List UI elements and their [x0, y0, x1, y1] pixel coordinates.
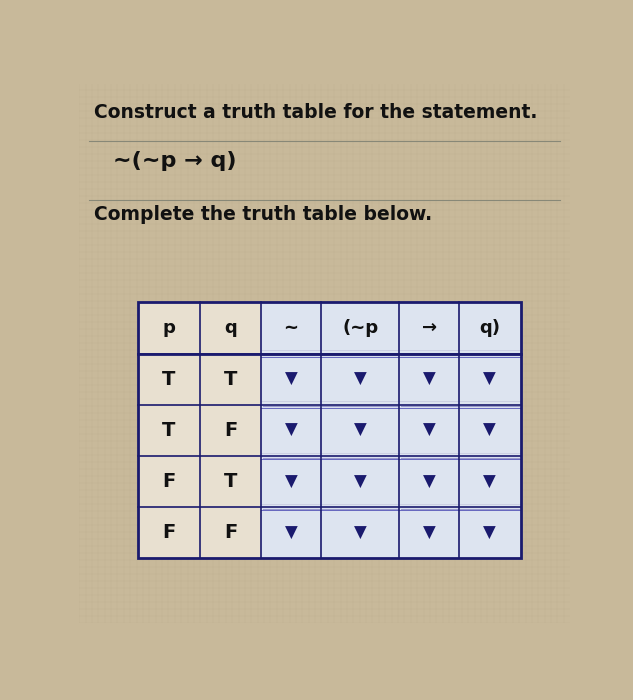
Text: T: T: [162, 421, 175, 440]
Text: q: q: [224, 319, 237, 337]
Text: F: F: [162, 523, 175, 542]
Text: Complete the truth table below.: Complete the truth table below.: [94, 205, 432, 224]
Text: F: F: [224, 523, 237, 542]
Text: ▼: ▼: [285, 473, 298, 491]
Bar: [261, 405, 321, 456]
Bar: [261, 354, 321, 405]
Bar: [138, 302, 199, 354]
Bar: [321, 507, 399, 559]
Text: ▼: ▼: [423, 524, 436, 542]
Bar: [138, 405, 199, 456]
Bar: [199, 354, 261, 405]
Bar: [321, 354, 399, 405]
Bar: [321, 456, 399, 507]
Text: T: T: [224, 370, 237, 389]
Text: T: T: [224, 472, 237, 491]
Text: ▼: ▼: [285, 524, 298, 542]
Text: T: T: [162, 370, 175, 389]
Bar: [321, 405, 399, 456]
Text: q): q): [479, 319, 500, 337]
Bar: [138, 354, 199, 405]
Text: ▼: ▼: [423, 473, 436, 491]
Bar: [199, 507, 261, 559]
Bar: [399, 507, 459, 559]
Text: ▼: ▼: [354, 370, 367, 388]
Text: ▼: ▼: [484, 421, 496, 440]
Bar: [261, 507, 321, 559]
Bar: [199, 302, 261, 354]
Text: ▼: ▼: [484, 524, 496, 542]
Bar: [138, 456, 199, 507]
Bar: [399, 405, 459, 456]
Bar: [138, 302, 520, 559]
Bar: [399, 302, 459, 354]
Text: (~p: (~p: [342, 319, 378, 337]
Bar: [138, 507, 199, 559]
Bar: [399, 456, 459, 507]
Text: F: F: [224, 421, 237, 440]
Bar: [199, 405, 261, 456]
Bar: [199, 456, 261, 507]
Text: ▼: ▼: [423, 421, 436, 440]
Text: Construct a truth table for the statement.: Construct a truth table for the statemen…: [94, 103, 537, 122]
Bar: [459, 456, 520, 507]
Text: ▼: ▼: [354, 421, 367, 440]
Bar: [459, 302, 520, 354]
Text: →: →: [422, 319, 437, 337]
Bar: [459, 354, 520, 405]
Text: ~(~p → q): ~(~p → q): [113, 151, 237, 172]
Text: p: p: [163, 319, 175, 337]
Text: ▼: ▼: [285, 421, 298, 440]
Bar: [399, 354, 459, 405]
Bar: [459, 507, 520, 559]
Text: ▼: ▼: [484, 370, 496, 388]
Bar: [459, 405, 520, 456]
Text: ▼: ▼: [354, 524, 367, 542]
Bar: [261, 302, 321, 354]
Text: ▼: ▼: [423, 370, 436, 388]
Text: ▼: ▼: [285, 370, 298, 388]
Bar: [261, 456, 321, 507]
Bar: [321, 302, 399, 354]
Text: ▼: ▼: [354, 473, 367, 491]
Text: F: F: [162, 472, 175, 491]
Text: ~: ~: [284, 319, 299, 337]
Text: ▼: ▼: [484, 473, 496, 491]
